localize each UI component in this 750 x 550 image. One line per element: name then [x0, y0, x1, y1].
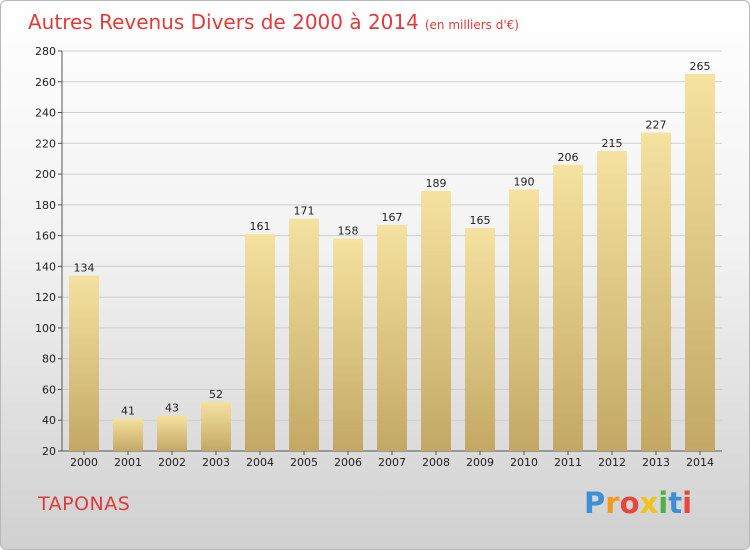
y-tick-label: 220 [35, 137, 56, 150]
value-label: 158 [338, 225, 359, 238]
bar [157, 415, 187, 451]
value-label: 189 [426, 177, 447, 190]
x-tick-label: 2011 [554, 456, 582, 469]
value-label: 134 [74, 262, 95, 275]
proxiti-logo: Proxiti [584, 486, 693, 520]
x-tick-label: 2014 [686, 456, 714, 469]
bar [289, 218, 319, 451]
bar [377, 224, 407, 451]
value-label: 52 [209, 388, 223, 401]
chart-title-text: Autres Revenus Divers de 2000 à 2014 [28, 10, 419, 34]
x-tick-label: 2008 [422, 456, 450, 469]
bar [465, 227, 495, 451]
x-tick-label: 2006 [334, 456, 362, 469]
value-label: 165 [470, 214, 491, 227]
x-tick-label: 2002 [158, 456, 186, 469]
y-tick-label: 140 [35, 260, 56, 273]
bar [597, 151, 627, 451]
x-tick-label: 2012 [598, 456, 626, 469]
x-tick-label: 2005 [290, 456, 318, 469]
bar [245, 234, 275, 451]
value-label: 265 [690, 60, 711, 73]
x-tick-label: 2004 [246, 456, 274, 469]
y-tick-label: 280 [35, 45, 56, 58]
bar [685, 74, 715, 452]
y-tick-label: 20 [42, 445, 56, 458]
bar [333, 238, 363, 451]
y-tick-label: 120 [35, 291, 56, 304]
chart-unit: (en milliers d'€) [424, 18, 519, 32]
value-label: 215 [602, 137, 623, 150]
y-tick-label: 80 [42, 353, 56, 366]
x-tick-label: 2001 [114, 456, 142, 469]
x-tick-label: 2013 [642, 456, 670, 469]
value-label: 41 [121, 405, 135, 418]
x-tick-label: 2010 [510, 456, 538, 469]
bar [641, 132, 671, 452]
place-name: TAPONAS [38, 493, 131, 515]
bar [201, 401, 231, 451]
x-tick-label: 2000 [70, 456, 98, 469]
value-label: 167 [382, 211, 403, 224]
value-label: 190 [514, 175, 535, 188]
y-tick-label: 260 [35, 76, 56, 89]
bar [69, 275, 99, 451]
bar [421, 191, 451, 451]
y-tick-label: 40 [42, 414, 56, 427]
x-tick-label: 2007 [378, 456, 406, 469]
value-label: 43 [165, 402, 179, 415]
y-tick-label: 200 [35, 168, 56, 181]
y-tick-label: 180 [35, 199, 56, 212]
x-tick-label: 2003 [202, 456, 230, 469]
y-tick-label: 240 [35, 107, 56, 120]
value-label: 227 [646, 119, 667, 132]
chart-title: Autres Revenus Divers de 2000 à 2014 (en … [28, 10, 519, 34]
y-tick-label: 160 [35, 230, 56, 243]
bar [113, 418, 143, 451]
y-tick-label: 60 [42, 383, 56, 396]
bar [509, 189, 539, 451]
value-label: 161 [250, 220, 271, 233]
value-label: 171 [294, 205, 315, 218]
y-tick-label: 100 [35, 322, 56, 335]
bar [553, 164, 583, 451]
value-label: 206 [558, 151, 579, 164]
x-tick-label: 2009 [466, 456, 494, 469]
